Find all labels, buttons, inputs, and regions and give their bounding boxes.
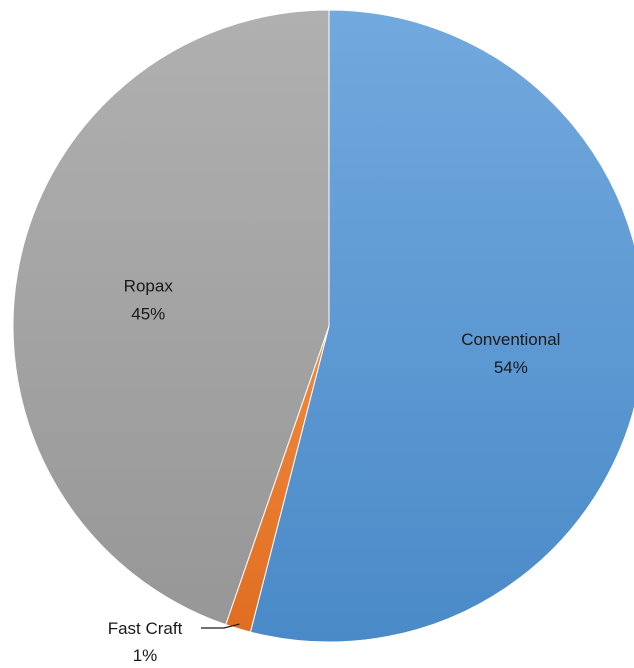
data-label-percent-fast-craft: 1% — [133, 646, 158, 665]
data-label-percent-conventional: 54% — [494, 358, 528, 377]
pie-slice-ropax — [12, 9, 330, 626]
data-label-name-ropax: Ropax — [124, 277, 174, 296]
data-label-percent-ropax: 45% — [131, 305, 165, 324]
pie-slice-conventional — [249, 9, 634, 643]
leader-line-fast-craft — [201, 623, 240, 629]
data-label-name-conventional: Conventional — [461, 330, 560, 349]
data-label-name-fast-craft: Fast Craft — [108, 619, 183, 638]
